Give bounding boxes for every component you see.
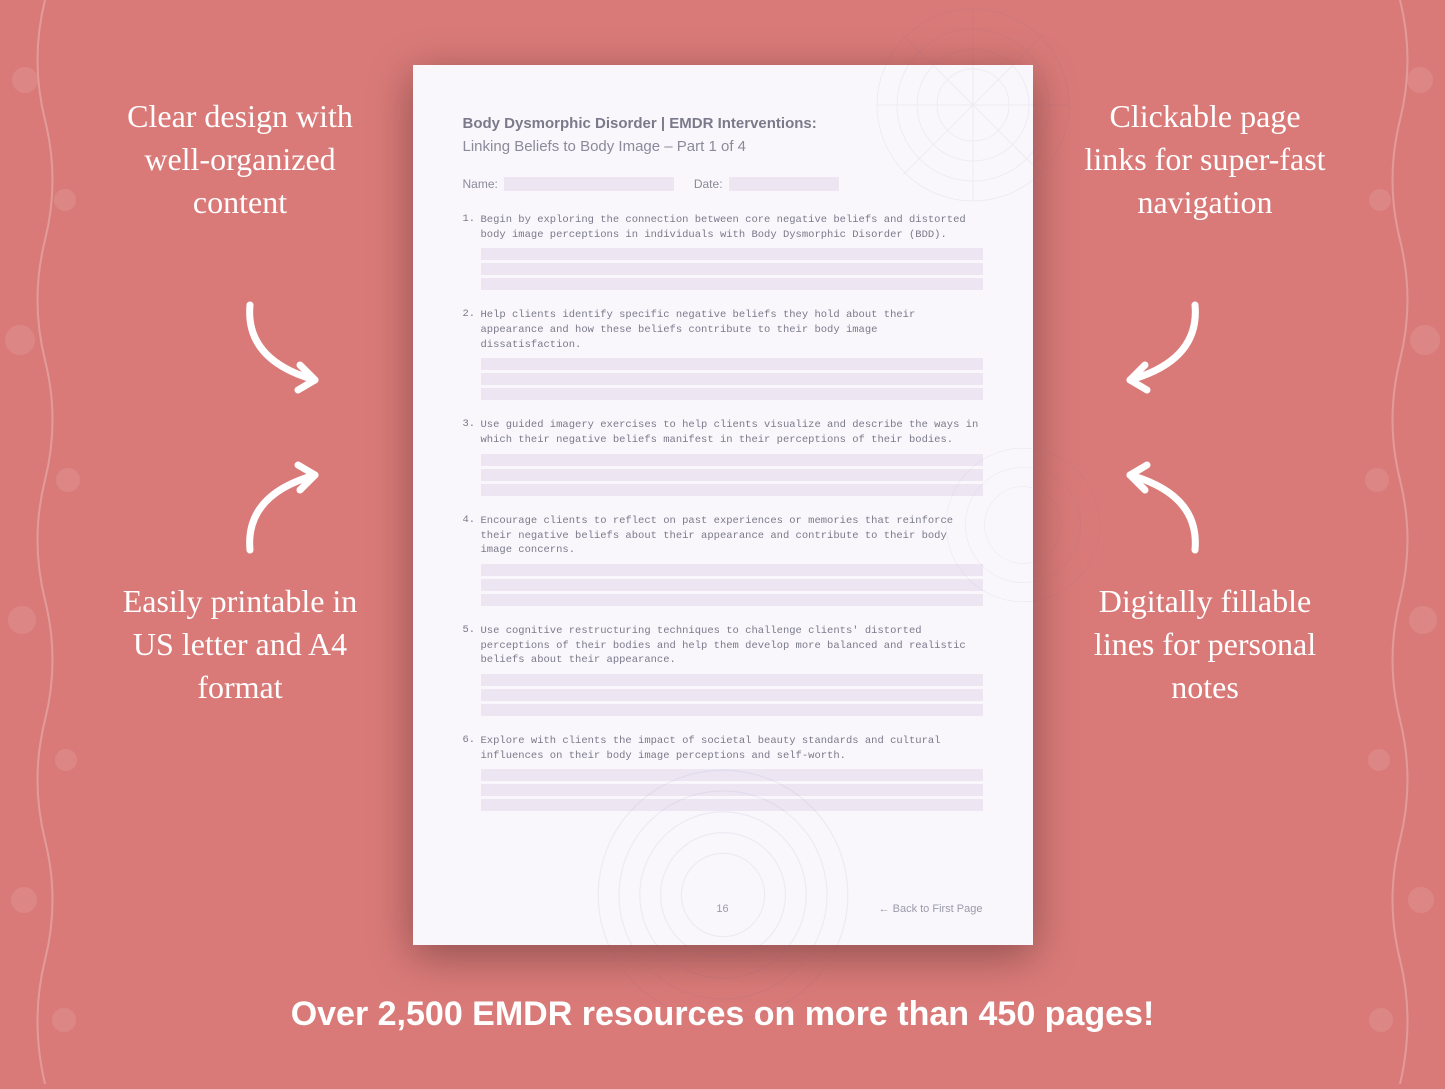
question-number: 5. — [463, 624, 481, 716]
worksheet-page: Body Dysmorphic Disorder | EMDR Interven… — [413, 65, 1033, 945]
callout-bottom-right: Digitally fillable lines for personal no… — [1080, 580, 1330, 710]
name-field: Name: — [463, 177, 674, 191]
back-to-first-link[interactable]: ← Back to First Page — [879, 903, 983, 915]
fill-line[interactable] — [481, 484, 983, 496]
arrow-top-right-icon — [1105, 290, 1215, 400]
fill-line[interactable] — [481, 388, 983, 400]
name-label: Name: — [463, 177, 498, 191]
question-text: Help clients identify specific negative … — [481, 308, 983, 352]
fill-line[interactable] — [481, 769, 983, 781]
page-number: 16 — [716, 903, 728, 915]
fill-line[interactable] — [481, 784, 983, 796]
fill-line[interactable] — [481, 248, 983, 260]
page-title: Body Dysmorphic Disorder | EMDR Interven… — [463, 115, 983, 132]
question-item: 5. Use cognitive restructuring technique… — [463, 624, 983, 716]
fill-line[interactable] — [481, 579, 983, 591]
date-label: Date: — [694, 177, 723, 191]
fill-line[interactable] — [481, 674, 983, 686]
page-subtitle: Linking Beliefs to Body Image – Part 1 o… — [463, 138, 983, 155]
question-list: 1. Begin by exploring the connection bet… — [463, 213, 983, 811]
question-text: Use cognitive restructuring techniques t… — [481, 624, 983, 668]
fill-line[interactable] — [481, 358, 983, 370]
fill-line[interactable] — [481, 373, 983, 385]
fill-line[interactable] — [481, 689, 983, 701]
question-number: 2. — [463, 308, 481, 400]
floral-border-left — [0, 0, 90, 1084]
date-input[interactable] — [729, 177, 839, 191]
callout-top-right: Clickable page links for super-fast navi… — [1080, 95, 1330, 225]
question-text: Explore with clients the impact of socie… — [481, 734, 983, 763]
question-item: 3. Use guided imagery exercises to help … — [463, 418, 983, 495]
fill-line[interactable] — [481, 454, 983, 466]
question-item: 6. Explore with clients the impact of so… — [463, 734, 983, 811]
floral-border-right — [1355, 0, 1445, 1084]
question-number: 6. — [463, 734, 481, 811]
question-text: Encourage clients to reflect on past exp… — [481, 514, 983, 558]
callout-bottom-left: Easily printable in US letter and A4 for… — [115, 580, 365, 710]
question-number: 4. — [463, 514, 481, 606]
question-item: 1. Begin by exploring the connection bet… — [463, 213, 983, 290]
date-field: Date: — [694, 177, 839, 191]
question-text: Begin by exploring the connection betwee… — [481, 213, 983, 242]
question-number: 3. — [463, 418, 481, 495]
question-text: Use guided imagery exercises to help cli… — [481, 418, 983, 447]
name-input[interactable] — [504, 177, 674, 191]
fill-line[interactable] — [481, 799, 983, 811]
fill-line[interactable] — [481, 469, 983, 481]
arrow-top-left-icon — [230, 290, 340, 400]
callout-top-left: Clear design with well-organized content — [115, 95, 365, 225]
fill-line[interactable] — [481, 564, 983, 576]
name-date-row: Name: Date: — [463, 177, 983, 191]
page-footer: 16 ← Back to First Page — [463, 903, 983, 915]
bottom-tagline: Over 2,500 EMDR resources on more than 4… — [0, 995, 1445, 1034]
question-item: 4. Encourage clients to reflect on past … — [463, 514, 983, 606]
question-number: 1. — [463, 213, 481, 290]
fill-line[interactable] — [481, 594, 983, 606]
arrow-bottom-right-icon — [1105, 455, 1215, 565]
floral-svg-right — [1355, 0, 1445, 1084]
fill-line[interactable] — [481, 704, 983, 716]
fill-line[interactable] — [481, 263, 983, 275]
arrow-bottom-left-icon — [230, 455, 340, 565]
question-item: 2. Help clients identify specific negati… — [463, 308, 983, 400]
mandala-decor-top — [873, 5, 1073, 205]
floral-svg-left — [0, 0, 90, 1084]
fill-line[interactable] — [481, 278, 983, 290]
